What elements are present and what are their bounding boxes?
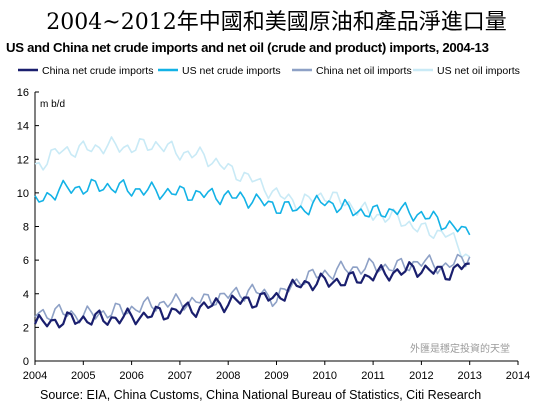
y-tick-label: 16: [17, 87, 29, 99]
y-tick-label: 4: [23, 289, 29, 301]
x-tick-label: 2010: [313, 370, 337, 382]
x-tick-label: 2006: [119, 370, 143, 382]
chart-title: 2004~2012年中國和美國原油和產品淨進口量: [46, 10, 507, 35]
x-tick-label: 2005: [71, 370, 95, 382]
y-tick-label: 0: [23, 356, 29, 368]
chart-subtitle: US and China net crude imports and net o…: [6, 40, 489, 55]
y-tick-label: 10: [17, 188, 29, 200]
x-tick-label: 2011: [361, 370, 385, 382]
legend-label-0: China net crude imports: [42, 65, 153, 77]
x-tick-label: 2008: [216, 370, 240, 382]
x-tick-label: 2009: [264, 370, 288, 382]
legend-label-3: US net oil imports: [437, 65, 520, 77]
chart-axes: 0 2 4 6 8 10 12 14 16 2004 2005 2006 2007 2008 2009 201…: [17, 87, 530, 382]
series-line-3: [34, 136, 471, 259]
y-axis-unit-label: m b/d: [40, 99, 65, 110]
y-tick-label: 2: [23, 322, 29, 334]
x-tick-label: 2012: [409, 370, 433, 382]
x-tick-label: 2013: [457, 370, 481, 382]
chart-legend: China net crude imports US net crude impo…: [18, 65, 520, 77]
x-tick-label: 2007: [168, 370, 192, 382]
legend-label-2: China net oil imports: [316, 65, 412, 77]
x-tick-label: 2014: [506, 370, 530, 382]
legend-label-1: US net crude imports: [182, 65, 281, 77]
series-line-0: [33, 261, 470, 329]
plot-area: [33, 136, 471, 329]
series-line-1: [34, 178, 471, 236]
series-line-2: [34, 253, 471, 324]
watermark-text: 外匯是穩定投資的天堂: [410, 342, 510, 355]
y-tick-label: 12: [17, 154, 29, 166]
source-note: Source: EIA, China Customs, China Nation…: [40, 388, 482, 402]
y-tick-label: 8: [23, 222, 29, 234]
x-tick-label: 2004: [23, 370, 47, 382]
y-tick-label: 6: [23, 255, 29, 267]
y-tick-label: 14: [17, 121, 29, 133]
